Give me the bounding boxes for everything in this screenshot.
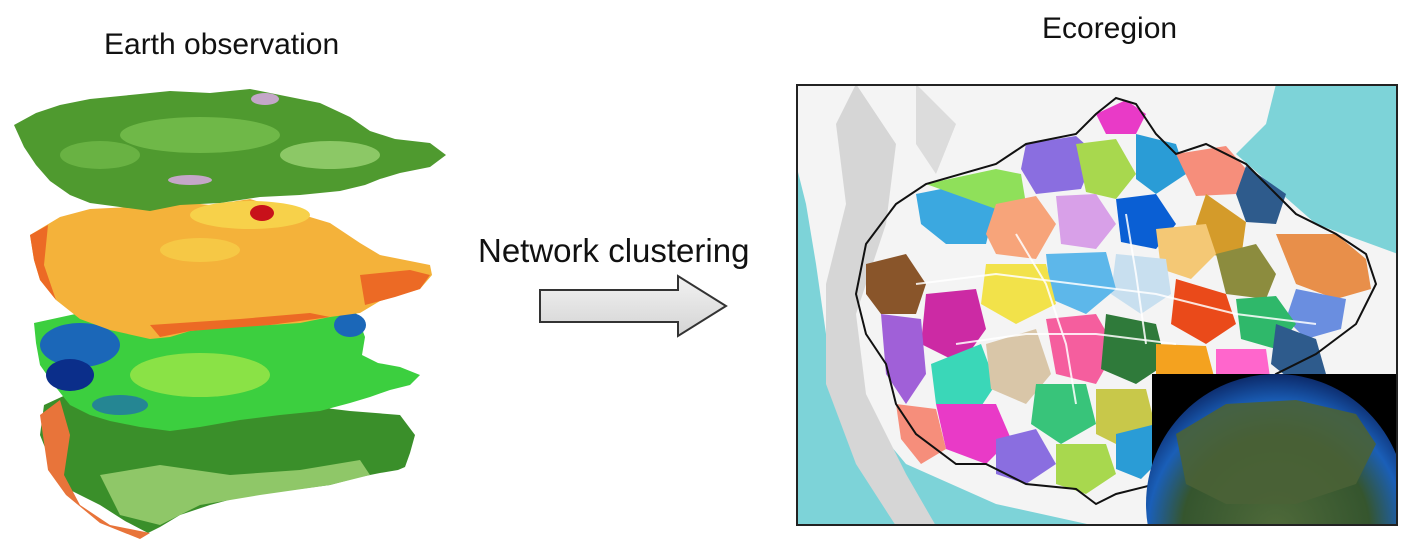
ecoregion-map	[796, 84, 1398, 526]
network-clustering-label: Network clustering	[478, 232, 750, 269]
ecoregion-cluster	[921, 289, 986, 364]
layer-temperature	[30, 199, 432, 339]
ecoregion-cluster	[1276, 234, 1371, 299]
ecoregion-cluster	[1101, 314, 1166, 384]
layer-land-cover	[40, 393, 415, 539]
layer-vegetation-cover	[14, 89, 446, 211]
ecoregion-cluster	[1076, 139, 1136, 199]
ecoregion-cluster	[1216, 244, 1276, 299]
ecoregion-cluster	[1136, 134, 1186, 194]
ecoregion-cluster	[896, 404, 946, 464]
ecoregion-cluster	[986, 329, 1051, 404]
ecoregion-cluster	[986, 196, 1056, 259]
ecoregion-cluster	[1176, 146, 1246, 196]
andes-relief	[826, 84, 936, 526]
river-line	[1125, 213, 1147, 345]
ecoregion-cluster	[1171, 279, 1236, 344]
ecoregion-cluster	[1046, 252, 1116, 314]
basin-outline	[854, 96, 1378, 506]
ecoregion-clusters	[866, 100, 1371, 494]
map-frame	[796, 84, 1398, 526]
ecoregion-cluster	[996, 429, 1056, 484]
ecoregion-title: Ecoregion	[1042, 12, 1178, 45]
earth-observation-layers	[14, 89, 446, 539]
ecoregion-cluster	[1096, 100, 1146, 134]
ecoregion-cluster	[1236, 166, 1286, 224]
ecoregion-cluster	[1156, 224, 1216, 279]
ecoregion-cluster	[936, 404, 1011, 464]
globe-inset	[1146, 374, 1398, 526]
river-line	[915, 272, 1317, 325]
earth-observation-title: Earth observation	[104, 28, 340, 61]
ecoregion-cluster	[1056, 194, 1116, 249]
ecoregion-cluster	[1286, 289, 1346, 339]
ecoregion-cluster	[1021, 136, 1096, 194]
arrow-shape	[539, 274, 728, 338]
ecoregion-cluster	[881, 314, 926, 404]
ecoregion-cluster	[1111, 254, 1171, 314]
ecoregion-cluster	[1031, 384, 1096, 444]
river-line	[1015, 233, 1077, 405]
river-line	[955, 333, 1177, 345]
clustering-arrow	[539, 274, 728, 338]
ecoregion-cluster	[1046, 314, 1116, 384]
ecoregion-cluster	[866, 254, 926, 314]
ecoregion-cluster	[1056, 444, 1116, 494]
ecoregion-cluster	[931, 344, 996, 414]
ecoregion-cluster	[926, 169, 1026, 209]
